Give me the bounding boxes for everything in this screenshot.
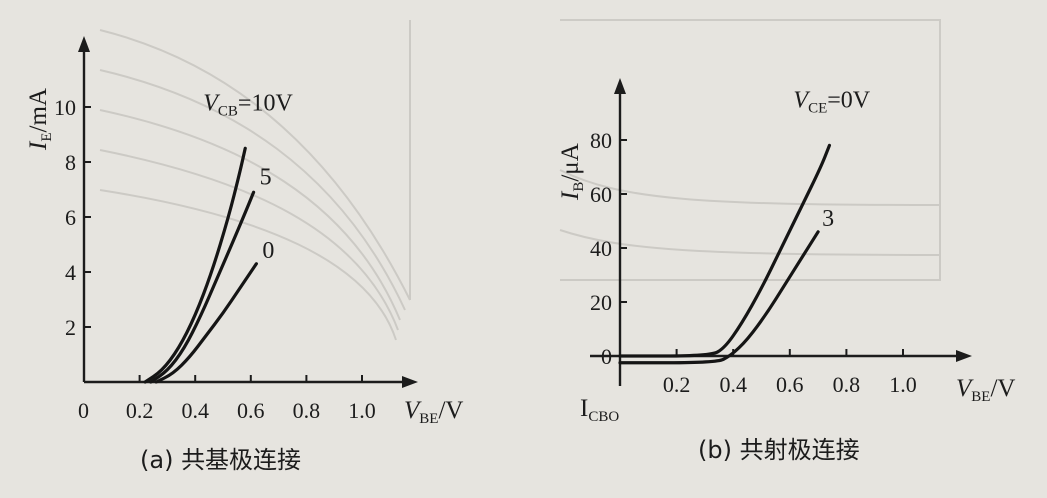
chart-caption: (b) 共射极连接 [698, 436, 860, 464]
x-axis-arrow [956, 350, 972, 362]
x-tick-label: 1.0 [889, 372, 917, 397]
series-label-2: 5 [260, 164, 272, 190]
y-tick-label: 8 [65, 150, 76, 175]
x-tick-label: 0.2 [126, 398, 154, 423]
y-axis-label: IB/μA [557, 143, 587, 201]
series-line-1 [143, 146, 247, 384]
x-tick-label: 0.8 [293, 398, 321, 423]
series-line-2 [618, 230, 820, 365]
x-tick-label: 0.6 [237, 398, 265, 423]
series-line-2 [149, 190, 256, 384]
x-axis [84, 376, 418, 388]
y-tick-label: 80 [590, 128, 612, 153]
y-tick-label: 60 [590, 182, 612, 207]
y-axis-arrow [78, 36, 90, 52]
series-line-1 [618, 143, 832, 358]
y-axis-label: IE/mA [25, 88, 55, 151]
series-label-1: VCB=10V [203, 90, 293, 119]
y-tick-label: 6 [65, 205, 76, 230]
x-axis-arrow [402, 376, 418, 388]
y-axis-arrow [614, 78, 626, 94]
chart-caption: (a) 共基极连接 [140, 446, 301, 474]
series-label-1: VCE=0V [793, 87, 870, 116]
x-axis-label: VBE/V [956, 375, 1015, 405]
x-tick-label: 0.2 [663, 372, 691, 397]
y-tick-label: 0 [601, 344, 612, 369]
chart-common-emitter: 0.2 0.4 0.6 0.8 1.0 0 20 40 60 80 VCE=0V 3 IB/μA I… [557, 78, 1015, 464]
x-tick-label: 1.0 [348, 398, 376, 423]
series-line-3 [154, 262, 258, 384]
series-label-3: 0 [262, 238, 274, 264]
background-bleed [99, 19, 941, 341]
x-tick-label: 0.8 [833, 372, 861, 397]
x-tick-label: 0.4 [181, 398, 209, 423]
x-tick-label: 0.6 [776, 372, 804, 397]
y-axis [78, 36, 90, 382]
series-label-2: 3 [822, 206, 834, 232]
i-cbo-label: ICBO [580, 395, 619, 425]
x-tick-label: 0.4 [719, 372, 747, 397]
y-axis [614, 78, 626, 386]
x-axis-label: VBE/V [404, 397, 463, 427]
y-tick-label: 2 [65, 315, 76, 340]
y-tick-label: 20 [590, 290, 612, 315]
y-tick-label: 40 [590, 236, 612, 261]
origin-label: 0 [78, 398, 89, 423]
y-tick-label: 10 [54, 95, 76, 120]
y-tick-label: 4 [65, 260, 76, 285]
